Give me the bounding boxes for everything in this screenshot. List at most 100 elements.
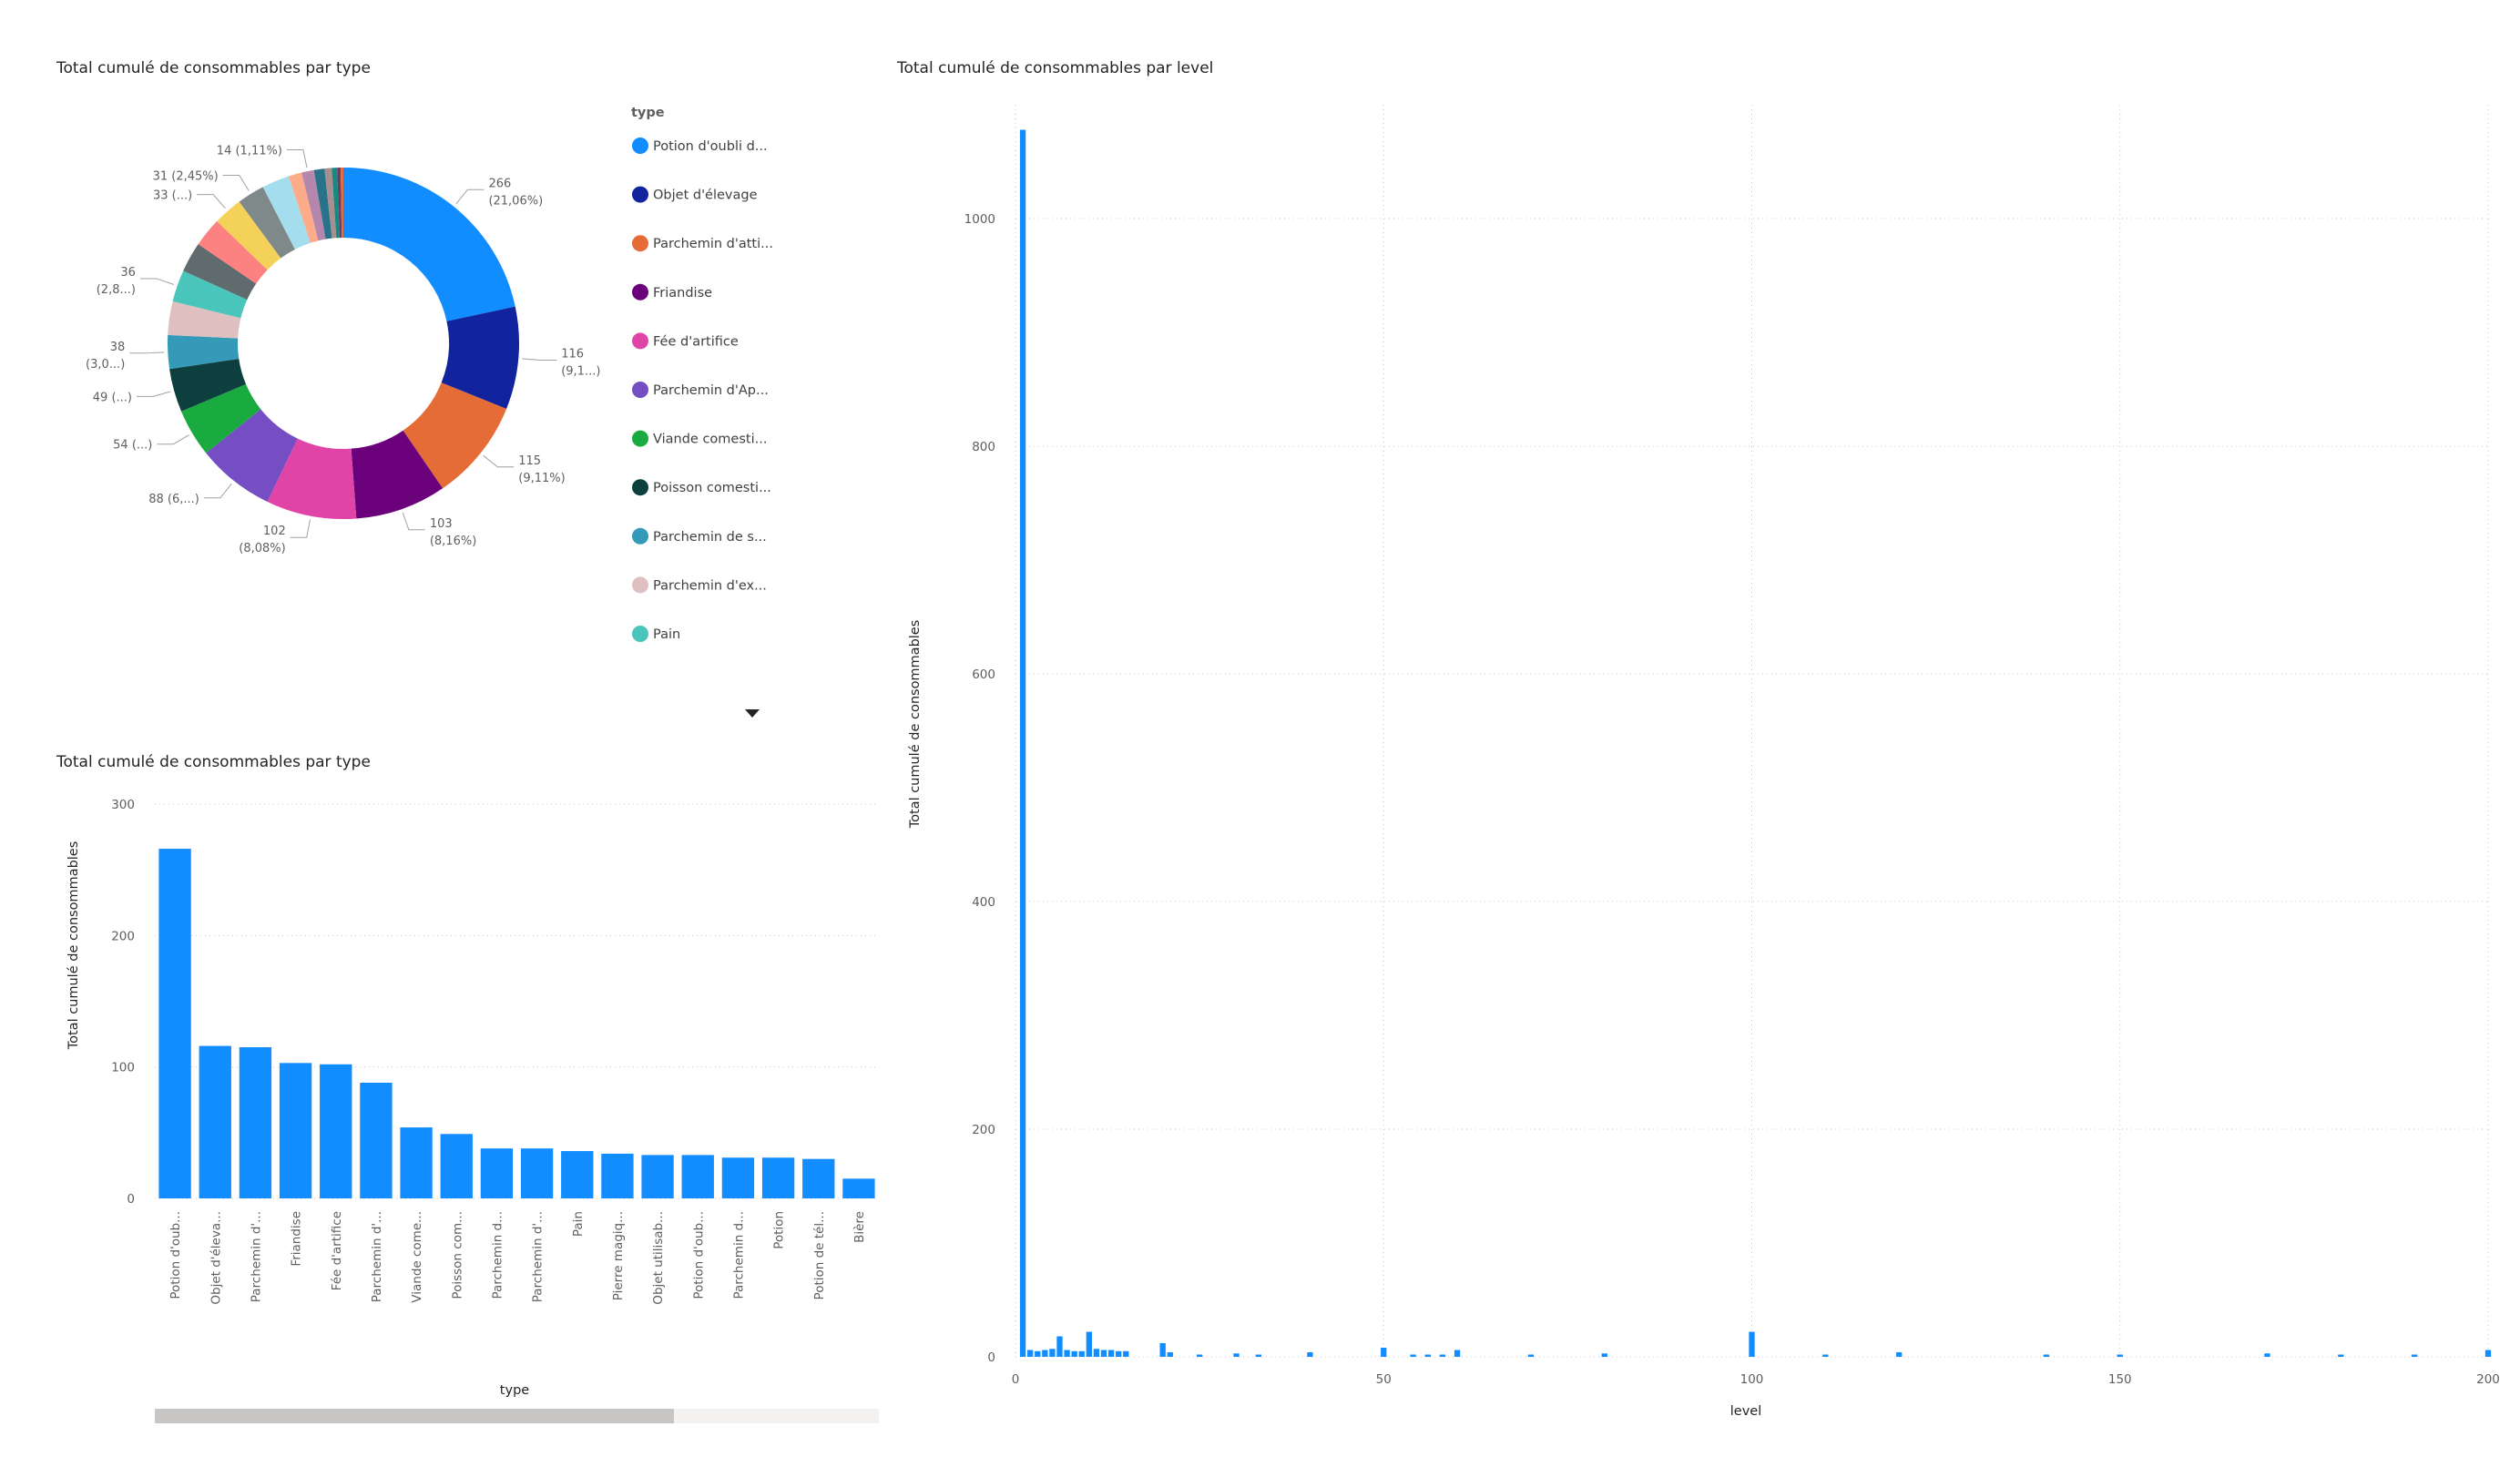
level-bar[interactable] [1454,1350,1461,1358]
donut-slice[interactable] [168,334,240,370]
donut-slice[interactable] [301,169,326,241]
donut-legend[interactable]: type Potion d'oubli d... Objet d'élevage P… [631,106,773,718]
type-bar[interactable] [721,1157,755,1198]
level-bar-chart-gridlines [1015,105,2489,1358]
level-bar[interactable] [2338,1354,2344,1358]
legend-item[interactable]: Poisson comesti... [653,481,771,495]
legend-item[interactable]: Parchemin d'ex... [653,578,767,593]
level-bar[interactable] [1035,1350,1041,1357]
level-bar[interactable] [1078,1350,1085,1357]
legend-item[interactable]: Friandise [653,286,712,301]
legend-item[interactable]: Parchemin d'atti... [653,237,773,251]
level-bar[interactable] [2043,1354,2050,1358]
type-bar[interactable] [761,1157,795,1198]
level-bar[interactable] [1196,1354,1203,1358]
level-bar[interactable] [1381,1348,1387,1357]
legend-item[interactable]: Pain [653,627,680,642]
level-bar[interactable] [1749,1331,1755,1358]
donut-slice[interactable] [168,301,241,339]
level-bar[interactable] [1159,1343,1166,1357]
type-bar[interactable] [842,1178,875,1198]
level-bar[interactable] [1527,1354,1535,1358]
type-bar[interactable] [279,1063,312,1198]
level-bar[interactable] [1019,129,1026,1358]
type-bar[interactable] [641,1155,674,1198]
donut-slice[interactable] [403,382,507,489]
legend-scroll-down-icon[interactable] [745,709,760,718]
legend-marker [632,430,648,447]
level-bar[interactable] [1896,1352,1903,1357]
legend-item[interactable]: Viande comesti... [653,433,767,447]
level-bar[interactable] [1086,1331,1093,1358]
donut-slice[interactable] [172,270,248,319]
type-bar[interactable] [360,1082,393,1198]
type-bar[interactable] [440,1134,473,1198]
level-bar[interactable] [1100,1350,1107,1358]
legend-item[interactable]: Objet d'élevage [653,188,758,203]
donut-slice[interactable] [239,187,295,259]
level-bar[interactable] [1027,1350,1034,1358]
horizontal-scrollbar-thumb[interactable] [155,1409,674,1423]
legend-item[interactable]: Potion d'oubli d... [653,139,768,154]
level-bar[interactable] [1410,1354,1416,1358]
level-bar[interactable] [1123,1350,1129,1357]
type-bar[interactable] [320,1064,352,1198]
donut-slice[interactable] [351,430,444,519]
donut-slice[interactable] [183,244,257,301]
level-bar[interactable] [1822,1354,1829,1358]
type-bar[interactable] [400,1127,433,1198]
donut-slice[interactable] [198,220,268,284]
donut-slice[interactable] [337,168,342,239]
level-bar[interactable] [1042,1350,1048,1358]
donut-data-label: 38 (3,0...) [86,341,125,372]
type-bar[interactable] [199,1045,231,1198]
level-bar[interactable] [1167,1352,1173,1357]
type-bar[interactable] [681,1155,714,1198]
donut-slice[interactable] [441,306,520,409]
level-bar[interactable] [1233,1353,1240,1357]
level-bar[interactable] [1056,1336,1063,1358]
donut-slice[interactable] [343,168,515,321]
level-bar[interactable] [1093,1349,1100,1357]
level-bar[interactable] [1064,1350,1070,1358]
legend-item[interactable]: Parchemin de s... [653,530,767,545]
donut-data-label: 14 (1,11%) [217,145,282,158]
legend-item[interactable]: Parchemin d'Ap... [653,383,769,398]
level-bar[interactable] [1601,1353,1607,1357]
level-bar[interactable] [1307,1352,1313,1357]
level-bar[interactable] [2411,1354,2418,1358]
donut-slice[interactable] [341,168,343,239]
level-bar[interactable] [2264,1353,2270,1357]
type-bar[interactable] [158,849,191,1198]
x-tick-label: Parchemin d... [731,1211,746,1299]
type-bar[interactable] [561,1151,594,1198]
donut-slice[interactable] [324,168,337,239]
level-bar[interactable] [2484,1350,2492,1358]
type-bar[interactable] [601,1153,634,1198]
type-bar[interactable] [802,1158,835,1198]
donut-slice[interactable] [332,168,340,239]
donut-data-label: 103 (8,16%) [430,517,476,548]
x-tick-label: Potion d'oub... [691,1211,706,1299]
donut-slice[interactable] [262,176,311,250]
type-bar[interactable] [239,1047,272,1198]
level-bar[interactable] [1255,1354,1261,1358]
donut-slice[interactable] [267,438,357,520]
level-bar[interactable] [1439,1354,1446,1358]
level-bar-chart-yticks: 0 200 400 600 800 1000 [964,212,995,1365]
level-bar[interactable] [2117,1354,2123,1358]
donut-slice[interactable] [169,358,247,412]
type-bar[interactable] [480,1148,514,1198]
donut-slice[interactable] [217,201,281,270]
type-bar[interactable] [520,1148,554,1198]
legend-item[interactable]: Fée d'artifice [653,334,739,349]
donut-slice[interactable] [288,172,319,243]
donut-slice[interactable] [313,168,332,239]
level-bar[interactable] [1424,1354,1431,1358]
level-bar[interactable] [1116,1350,1122,1357]
level-bar[interactable] [1049,1349,1056,1357]
level-bar[interactable] [1107,1350,1115,1358]
donut-slice[interactable] [181,383,261,453]
level-bar[interactable] [1071,1350,1077,1357]
donut-slice[interactable] [206,409,298,503]
